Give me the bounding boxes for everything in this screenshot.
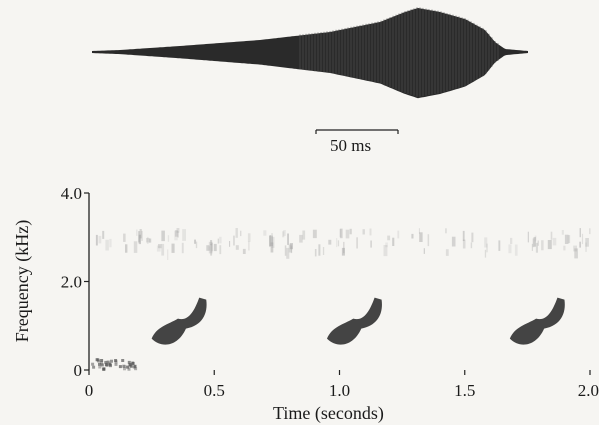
x-tick-label-1: 0.5 xyxy=(204,381,225,400)
call-1 xyxy=(151,297,207,345)
x-axis-title: Time (seconds) xyxy=(273,403,384,424)
waveform-plot xyxy=(92,7,528,134)
y-tick-label-2: 4.0 xyxy=(61,184,82,203)
x-tick-label-3: 1.5 xyxy=(454,381,475,400)
scale-bar xyxy=(315,129,399,134)
background-noise xyxy=(91,228,591,371)
x-tick-label-4: 2.0 xyxy=(578,381,599,400)
waveform-envelope xyxy=(92,8,528,99)
y-axis-title: Frequency (kHz) xyxy=(12,220,33,342)
x-tick-label-0: 0 xyxy=(85,381,94,400)
x-tick-label-2: 1.0 xyxy=(329,381,350,400)
call-3 xyxy=(509,297,565,345)
waveform-texture xyxy=(299,7,499,97)
y-tick-label-0: 0 xyxy=(74,361,83,380)
y-tick-label-1: 2.0 xyxy=(61,273,82,292)
x-axis-ticks: 0 0.5 1.0 1.5 2.0 xyxy=(85,370,599,400)
call-blobs xyxy=(151,297,565,345)
y-axis-ticks: 0 2.0 4.0 xyxy=(61,184,89,380)
scale-bar-label: 50 ms xyxy=(330,136,372,155)
call-2 xyxy=(326,297,382,345)
